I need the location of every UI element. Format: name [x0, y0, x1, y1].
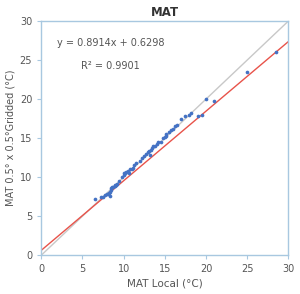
Point	[142, 154, 147, 158]
Point	[152, 144, 157, 148]
Point	[121, 173, 126, 177]
Point	[171, 126, 176, 131]
Point	[108, 193, 113, 198]
Point	[110, 185, 115, 190]
Point	[154, 141, 159, 146]
Point	[120, 175, 124, 180]
Point	[100, 194, 105, 199]
Point	[139, 156, 144, 161]
Point	[189, 111, 194, 116]
X-axis label: MAT Local (°C): MAT Local (°C)	[127, 278, 203, 288]
Point	[195, 114, 200, 119]
Point	[110, 184, 115, 189]
Point	[172, 124, 177, 129]
Point	[143, 151, 148, 156]
Text: y = 0.8914x + 0.6298: y = 0.8914x + 0.6298	[57, 38, 164, 48]
Point	[98, 195, 103, 200]
Point	[92, 197, 97, 201]
Point	[167, 130, 171, 134]
Point	[138, 158, 142, 163]
Point	[107, 190, 112, 194]
Text: R² = 0.9901: R² = 0.9901	[81, 61, 140, 71]
Y-axis label: MAT 0.5° x 0.5°Gridded (°C): MAT 0.5° x 0.5°Gridded (°C)	[6, 70, 16, 206]
Point	[175, 123, 179, 127]
Point	[122, 171, 127, 176]
Point	[200, 112, 204, 117]
Point	[164, 132, 169, 137]
Point	[163, 133, 168, 138]
Point	[123, 170, 128, 175]
Point	[147, 149, 152, 154]
Point	[113, 183, 118, 188]
Point	[106, 191, 110, 196]
Point	[126, 171, 131, 176]
Point	[132, 163, 137, 168]
Title: MAT: MAT	[151, 6, 179, 19]
Point	[179, 116, 184, 121]
Point	[151, 144, 156, 148]
Point	[115, 182, 119, 187]
Point	[109, 186, 114, 191]
Point	[128, 167, 133, 172]
Point	[148, 148, 153, 152]
Point	[169, 128, 174, 133]
Point	[129, 166, 134, 171]
Point	[161, 136, 166, 141]
Point	[134, 161, 138, 166]
Point	[162, 135, 167, 140]
Point	[117, 179, 122, 183]
Point	[150, 146, 155, 151]
Point	[204, 97, 208, 101]
Point	[245, 69, 250, 74]
Point	[125, 168, 130, 173]
Point	[112, 183, 117, 187]
Point	[109, 187, 114, 192]
Point	[114, 183, 118, 187]
Point	[148, 153, 152, 158]
Point	[146, 150, 151, 155]
Point	[183, 114, 188, 119]
Point	[106, 191, 111, 195]
Point	[105, 192, 110, 197]
Point	[187, 112, 192, 117]
Point	[156, 140, 161, 144]
Point	[103, 193, 108, 198]
Point	[212, 98, 217, 103]
Point	[124, 169, 128, 174]
Point	[274, 50, 278, 55]
Point	[130, 166, 135, 170]
Point	[158, 140, 163, 144]
